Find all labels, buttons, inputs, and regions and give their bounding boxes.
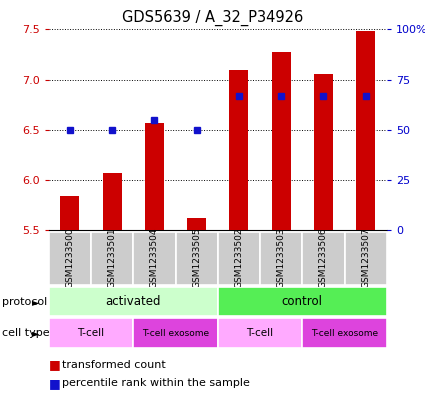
Bar <box>60 196 79 230</box>
Text: cell type: cell type <box>2 328 53 338</box>
Bar <box>356 31 375 230</box>
Text: GSM1233506: GSM1233506 <box>319 227 328 288</box>
Bar <box>49 287 218 316</box>
Text: activated: activated <box>105 295 161 308</box>
Bar <box>133 232 176 285</box>
Text: ►: ► <box>31 328 39 338</box>
Text: T-cell exosome: T-cell exosome <box>142 329 209 338</box>
Bar <box>218 232 260 285</box>
Text: protocol: protocol <box>2 297 51 307</box>
Text: percentile rank within the sample: percentile rank within the sample <box>62 378 249 389</box>
Bar <box>272 51 291 230</box>
Text: T-cell: T-cell <box>246 328 274 338</box>
Text: T-cell: T-cell <box>77 328 105 338</box>
Text: GSM1233503: GSM1233503 <box>277 227 286 288</box>
Text: T-cell exosome: T-cell exosome <box>311 329 378 338</box>
Bar <box>345 232 387 285</box>
Text: ■: ■ <box>49 377 61 390</box>
Bar <box>302 318 387 348</box>
Bar <box>49 232 91 285</box>
Bar <box>91 232 133 285</box>
Bar <box>302 232 345 285</box>
Bar <box>133 318 218 348</box>
Bar <box>187 218 206 230</box>
Bar <box>176 232 218 285</box>
Bar <box>314 73 333 230</box>
Text: GSM1233501: GSM1233501 <box>108 227 117 288</box>
Text: GSM1233504: GSM1233504 <box>150 227 159 288</box>
Bar <box>49 318 133 348</box>
Text: ■: ■ <box>49 358 61 371</box>
Text: GSM1233505: GSM1233505 <box>192 227 201 288</box>
Bar <box>260 232 302 285</box>
Bar <box>145 123 164 230</box>
Text: GDS5639 / A_32_P34926: GDS5639 / A_32_P34926 <box>122 10 303 26</box>
Bar <box>218 318 302 348</box>
Text: control: control <box>282 295 323 308</box>
Bar <box>230 70 249 230</box>
Bar <box>103 173 122 230</box>
Bar <box>218 287 387 316</box>
Text: transformed count: transformed count <box>62 360 165 370</box>
Text: GSM1233500: GSM1233500 <box>65 227 74 288</box>
Text: GSM1233507: GSM1233507 <box>361 227 370 288</box>
Text: GSM1233502: GSM1233502 <box>235 227 244 288</box>
Text: ►: ► <box>31 297 39 307</box>
